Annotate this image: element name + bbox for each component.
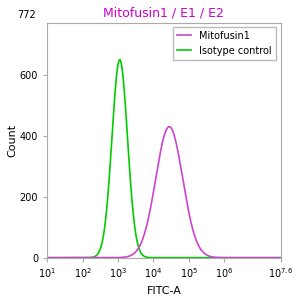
Title: Mitofusin1 / E1 / E2: Mitofusin1 / E1 / E2 xyxy=(103,7,224,20)
Line: Mitofusin1: Mitofusin1 xyxy=(30,127,295,258)
Isotype control xyxy=(76,256,80,259)
Isotype control xyxy=(129,186,133,189)
Mitofusin1 xyxy=(76,256,80,259)
Isotype control xyxy=(28,256,31,259)
X-axis label: FITC-A: FITC-A xyxy=(146,286,182,296)
Isotype control xyxy=(187,256,190,259)
Mitofusin1 xyxy=(246,256,249,259)
Mitofusin1 xyxy=(28,256,31,259)
Isotype control xyxy=(118,58,122,62)
Mitofusin1 xyxy=(167,125,171,128)
Mitofusin1 xyxy=(129,254,133,257)
Legend: Mitofusin1, Isotype control: Mitofusin1, Isotype control xyxy=(173,27,276,60)
Mitofusin1 xyxy=(200,249,204,253)
Mitofusin1 xyxy=(187,210,190,213)
Isotype control xyxy=(200,256,204,259)
Mitofusin1 xyxy=(293,256,296,259)
Isotype control xyxy=(293,256,296,259)
Isotype control xyxy=(246,256,249,259)
Isotype control xyxy=(226,256,229,259)
Y-axis label: Count: Count xyxy=(7,124,17,157)
Line: Isotype control: Isotype control xyxy=(30,60,295,258)
Mitofusin1 xyxy=(226,256,229,259)
Text: 772: 772 xyxy=(17,10,36,20)
